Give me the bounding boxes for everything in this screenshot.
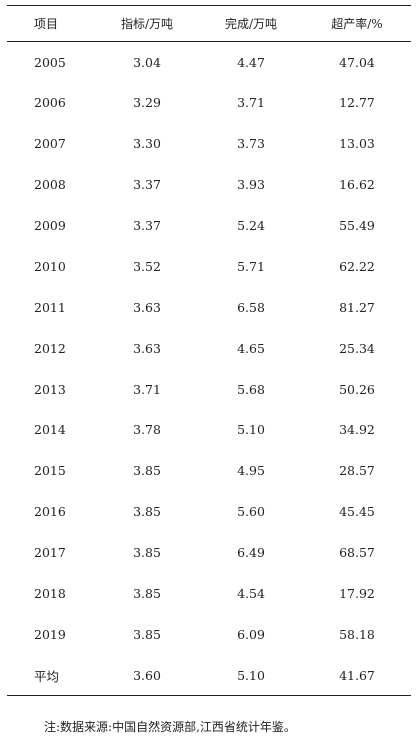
table-row: 2017 3.85 6.49 68.57 xyxy=(7,532,411,573)
row-item-cell: 2017 xyxy=(34,545,66,561)
row-item-cell: 2013 xyxy=(34,381,66,397)
row-item-cell: 2012 xyxy=(34,340,66,356)
header-row: 项目 指标/万吨 完成/万吨 超产率/% xyxy=(7,5,411,42)
row-item-cell: 2005 xyxy=(34,54,66,70)
row-item-cell: 2006 xyxy=(34,95,66,111)
row-rate-cell: 50.26 xyxy=(339,381,375,397)
table-row: 2016 3.85 5.60 45.45 xyxy=(7,491,411,532)
row-completed-cell: 4.54 xyxy=(237,586,265,602)
row-completed-cell: 5.24 xyxy=(237,218,265,233)
row-target-cell: 3.78 xyxy=(133,422,161,438)
row-rate-cell: 45.45 xyxy=(339,504,375,520)
row-target-cell: 3.85 xyxy=(133,463,161,479)
row-item-cell: 2015 xyxy=(34,463,66,479)
row-rate-cell: 62.22 xyxy=(339,258,375,274)
row-completed-cell: 5.71 xyxy=(237,258,265,274)
row-completed-cell: 6.49 xyxy=(237,545,265,561)
row-rate-cell: 41.67 xyxy=(339,667,375,683)
row-target-cell: 3.37 xyxy=(133,218,161,233)
table-row: 2014 3.78 5.10 34.92 xyxy=(7,410,411,451)
row-target-cell: 3.85 xyxy=(133,545,161,561)
row-rate-cell: 58.18 xyxy=(339,626,375,642)
table-row: 2010 3.52 5.71 62.22 xyxy=(7,246,411,287)
row-completed-cell: 5.60 xyxy=(237,504,265,520)
table-header: 项目 指标/万吨 完成/万吨 超产率/% xyxy=(7,5,411,42)
row-target-cell: 3.60 xyxy=(133,667,161,683)
row-rate-cell: 16.62 xyxy=(339,177,375,193)
row-target-cell: 3.37 xyxy=(133,177,161,193)
row-target-cell: 3.85 xyxy=(133,626,161,642)
row-rate-cell: 47.04 xyxy=(339,54,375,70)
row-rate-cell: 12.77 xyxy=(339,95,375,111)
header-completed: 完成/万吨 xyxy=(224,17,278,31)
table-row: 2013 3.71 5.68 50.26 xyxy=(7,369,411,410)
row-target-cell: 3.63 xyxy=(133,340,161,356)
table-row: 2018 3.85 4.54 17.92 xyxy=(7,573,411,614)
row-rate-cell: 55.49 xyxy=(339,218,375,233)
row-target-cell: 3.52 xyxy=(133,258,161,274)
row-completed-cell: 4.47 xyxy=(237,54,265,70)
table-row: 2008 3.37 3.93 16.62 xyxy=(7,164,411,205)
row-target-cell: 3.85 xyxy=(133,504,161,520)
row-target-cell: 3.30 xyxy=(133,136,161,152)
row-rate-cell: 81.27 xyxy=(339,299,375,315)
row-rate-cell: 68.57 xyxy=(339,545,375,561)
row-completed-cell: 3.71 xyxy=(237,95,265,111)
header-target: 指标/万吨 xyxy=(120,17,174,31)
row-completed-cell: 5.68 xyxy=(237,381,265,397)
data-table-container: 项目 指标/万吨 完成/万吨 超产率/% 2005 3.04 4.47 47.04 20… xyxy=(7,5,411,696)
row-completed-cell: 6.58 xyxy=(237,299,265,315)
row-item-cell: 2008 xyxy=(34,177,66,193)
row-completed-cell: 4.65 xyxy=(237,340,265,356)
row-target-cell: 3.63 xyxy=(133,299,161,315)
row-item-cell: 平均 xyxy=(34,668,60,684)
table-row: 2015 3.85 4.95 28.57 xyxy=(7,450,411,491)
row-item-cell: 2007 xyxy=(34,136,66,152)
row-rate-cell: 13.03 xyxy=(339,136,375,152)
row-rate-cell: 17.92 xyxy=(339,586,375,602)
source-note: 注:数据来源:中国自然资源部,江西省统计年鉴。 xyxy=(44,720,296,734)
row-rate-cell: 25.34 xyxy=(339,340,375,356)
row-target-cell: 3.04 xyxy=(133,54,161,70)
row-completed-cell: 5.10 xyxy=(237,667,265,683)
table-row: 2007 3.30 3.73 13.03 xyxy=(7,123,411,164)
row-completed-cell: 4.95 xyxy=(237,463,265,479)
row-item-cell: 2009 xyxy=(34,218,66,233)
header-item: 项目 xyxy=(34,17,59,31)
header-overproduction-rate: 超产率/% xyxy=(331,17,383,31)
table-body: 2005 3.04 4.47 47.04 2006 3.29 3.71 12.77 2007 3.… xyxy=(7,42,411,696)
row-item-cell: 2011 xyxy=(34,299,66,315)
row-completed-cell: 3.93 xyxy=(237,177,265,193)
row-item-cell: 2010 xyxy=(34,258,66,274)
table-row: 平均 3.60 5.10 41.67 xyxy=(7,655,411,696)
row-completed-cell: 6.09 xyxy=(237,626,265,642)
table-row: 2009 3.37 5.24 55.49 xyxy=(7,205,411,246)
table-row: 2006 3.29 3.71 12.77 xyxy=(7,82,411,123)
row-rate-cell: 28.57 xyxy=(339,463,375,479)
row-item-cell: 2014 xyxy=(34,422,66,438)
table-row: 2005 3.04 4.47 47.04 xyxy=(7,42,411,83)
row-completed-cell: 3.73 xyxy=(237,136,265,152)
row-item-cell: 2019 xyxy=(34,626,66,642)
table-row: 2011 3.63 6.58 81.27 xyxy=(7,287,411,328)
table-row: 2012 3.63 4.65 25.34 xyxy=(7,328,411,369)
row-item-cell: 2018 xyxy=(34,586,66,602)
row-target-cell: 3.85 xyxy=(133,586,161,602)
row-rate-cell: 34.92 xyxy=(339,422,375,438)
production-table: 项目 指标/万吨 完成/万吨 超产率/% 2005 3.04 4.47 47.04 20… xyxy=(7,5,411,696)
row-item-cell: 2016 xyxy=(34,504,66,520)
row-completed-cell: 5.10 xyxy=(237,422,265,438)
row-target-cell: 3.71 xyxy=(133,381,161,397)
table-row: 2019 3.85 6.09 58.18 xyxy=(7,614,411,655)
row-target-cell: 3.29 xyxy=(133,95,161,111)
